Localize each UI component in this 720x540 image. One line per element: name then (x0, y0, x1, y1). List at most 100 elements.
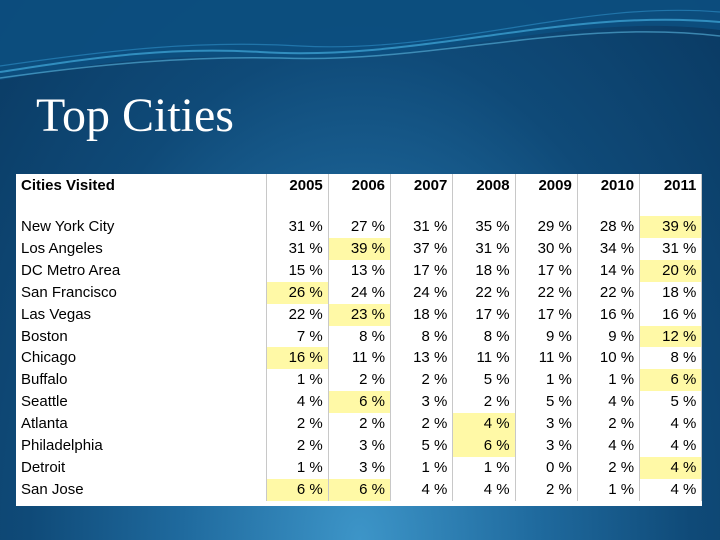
percent-cell: 3 % (328, 435, 392, 457)
percent-cell: 4 % (639, 456, 703, 479)
city-name-cell: San Francisco (16, 281, 267, 304)
percent-cell: 12 % (639, 325, 703, 348)
percent-cell: 0 % (515, 456, 578, 479)
percent-cell: 1 % (577, 478, 641, 501)
percent-cell: 22 % (266, 303, 329, 326)
percent-cell: 2 % (328, 413, 392, 436)
percent-cell: 22 % (515, 281, 578, 304)
table-row: Chicago 16 % 11 % 13 % 11 % 11 % 10 % 8 % (16, 347, 703, 370)
percent-cell: 30 % (515, 237, 578, 260)
city-name-cell: New York City (16, 216, 267, 238)
percent-cell: 5 % (390, 435, 454, 457)
percent-cell: 20 % (639, 259, 703, 282)
column-header-year: 2006 (328, 174, 392, 197)
percent-cell: 31 % (266, 237, 329, 260)
table-row: Seattle 4 % 6 % 3 % 2 % 5 % 4 % 5 % (16, 391, 703, 414)
percent-cell: 17 % (452, 303, 516, 326)
percent-cell: 24 % (328, 281, 392, 304)
percent-cell: 35 % (452, 216, 516, 238)
percent-cell: 10 % (577, 347, 641, 370)
percent-cell: 34 % (577, 237, 641, 260)
percent-cell: 1 % (452, 456, 516, 479)
percent-cell: 28 % (577, 216, 641, 238)
percent-cell: 6 % (266, 478, 329, 501)
percent-cell: 6 % (328, 478, 392, 501)
percent-cell: 3 % (390, 391, 454, 414)
percent-cell: 11 % (515, 347, 578, 370)
percent-cell: 39 % (639, 216, 703, 238)
table-row: Philadelphia 2 % 3 % 5 % 6 % 3 % 4 % 4 % (16, 435, 703, 457)
percent-cell: 2 % (452, 391, 516, 414)
percent-cell: 2 % (515, 478, 578, 501)
table-row: Las Vegas 22 % 23 % 18 % 17 % 17 % 16 % 16 % (16, 303, 703, 326)
decorative-waves (0, 0, 720, 80)
percent-cell: 15 % (266, 259, 329, 282)
percent-cell: 2 % (577, 413, 641, 436)
percent-cell: 3 % (515, 413, 578, 436)
percent-cell: 16 % (577, 303, 641, 326)
city-name-cell: Seattle (16, 391, 267, 414)
percent-cell: 1 % (390, 456, 454, 479)
percent-cell: 18 % (390, 303, 454, 326)
percent-cell: 6 % (639, 369, 703, 392)
column-header-year: 2007 (390, 174, 454, 197)
percent-cell: 1 % (577, 369, 641, 392)
percent-cell: 2 % (390, 413, 454, 436)
column-header-year: 2008 (452, 174, 516, 197)
percent-cell: 24 % (390, 281, 454, 304)
percent-cell: 11 % (328, 347, 392, 370)
percent-cell: 31 % (266, 216, 329, 238)
percent-cell: 29 % (515, 216, 578, 238)
city-name-cell: San Jose (16, 478, 267, 501)
percent-cell: 1 % (266, 456, 329, 479)
table-row: Detroit 1 % 3 % 1 % 1 % 0 % 2 % 4 % (16, 456, 703, 479)
city-name-cell: Las Vegas (16, 303, 267, 326)
percent-cell: 4 % (266, 391, 329, 414)
city-name-cell: Chicago (16, 347, 267, 370)
percent-cell: 6 % (328, 391, 392, 414)
spacer-row (16, 197, 703, 216)
percent-cell: 4 % (577, 435, 641, 457)
percent-cell: 4 % (577, 391, 641, 414)
city-table-panel: Cities Visited 2005 2006 2007 2008 2009 … (16, 174, 703, 506)
percent-cell: 18 % (452, 259, 516, 282)
percent-cell: 8 % (639, 347, 703, 370)
percent-cell: 17 % (515, 259, 578, 282)
percent-cell: 2 % (577, 456, 641, 479)
percent-cell: 6 % (452, 435, 516, 457)
table-row: Buffalo 1 % 2 % 2 % 5 % 1 % 1 % 6 % (16, 369, 703, 392)
table-row: Atlanta 2 % 2 % 2 % 4 % 3 % 2 % 4 % (16, 413, 703, 436)
table-row: New York City 31 % 27 % 31 % 35 % 29 % 28 % 39 … (16, 216, 703, 238)
column-header-year: 2010 (577, 174, 641, 197)
percent-cell: 4 % (452, 413, 516, 436)
percent-cell: 14 % (577, 259, 641, 282)
percent-cell: 2 % (266, 413, 329, 436)
percent-cell: 22 % (452, 281, 516, 304)
table-row: San Jose 6 % 6 % 4 % 4 % 2 % 1 % 4 % (16, 478, 703, 501)
percent-cell: 4 % (639, 435, 703, 457)
percent-cell: 18 % (639, 281, 703, 304)
percent-cell: 3 % (515, 435, 578, 457)
percent-cell: 4 % (452, 478, 516, 501)
percent-cell: 13 % (328, 259, 392, 282)
percent-cell: 39 % (328, 237, 392, 260)
table-row: Los Angeles 31 % 39 % 37 % 31 % 30 % 34 % 31 % (16, 237, 703, 260)
percent-cell: 31 % (639, 237, 703, 260)
percent-cell: 17 % (390, 259, 454, 282)
percent-cell: 8 % (452, 325, 516, 348)
column-header-year: 2009 (515, 174, 578, 197)
city-name-cell: Buffalo (16, 369, 267, 392)
percent-cell: 1 % (266, 369, 329, 392)
percent-cell: 4 % (639, 478, 703, 501)
percent-cell: 9 % (577, 325, 641, 348)
column-header-year: 2005 (266, 174, 329, 197)
percent-cell: 17 % (515, 303, 578, 326)
percent-cell: 8 % (328, 325, 392, 348)
percent-cell: 2 % (328, 369, 392, 392)
column-header-cities: Cities Visited (16, 174, 267, 197)
percent-cell: 3 % (328, 456, 392, 479)
percent-cell: 2 % (390, 369, 454, 392)
percent-cell: 22 % (577, 281, 641, 304)
percent-cell: 16 % (639, 303, 703, 326)
percent-cell: 27 % (328, 216, 392, 238)
